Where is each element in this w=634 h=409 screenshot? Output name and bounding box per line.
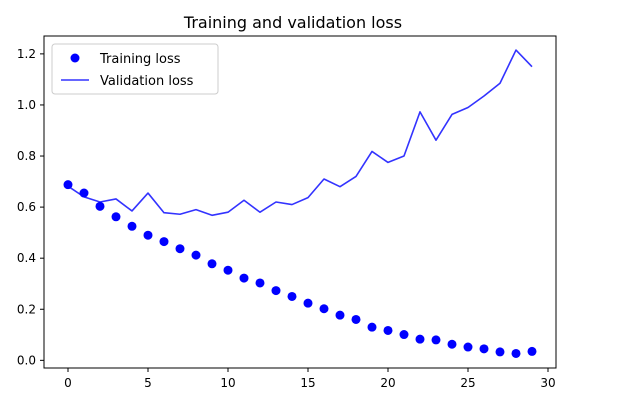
y-axis: 0.0 0.2 0.4 0.6 0.8 1.0 1.2 bbox=[17, 47, 44, 367]
validation-loss-line bbox=[67, 49, 533, 217]
x-axis: 0 5 10 15 20 25 30 bbox=[64, 368, 556, 390]
y-tick-label: 1.2 bbox=[17, 47, 36, 61]
series-layer bbox=[63, 49, 537, 358]
axes-frame bbox=[43, 35, 557, 369]
training-loss-point bbox=[383, 325, 393, 335]
x-tick-label: 15 bbox=[300, 376, 315, 390]
training-loss-point bbox=[127, 221, 137, 231]
training-loss-point bbox=[495, 347, 505, 357]
legend-label-training-loss: Training loss bbox=[99, 52, 181, 67]
training-loss-point bbox=[271, 286, 281, 296]
legend-marker-training-loss bbox=[70, 53, 80, 63]
training-loss-point bbox=[79, 188, 89, 198]
training-loss-point bbox=[95, 201, 105, 211]
legend-label-validation-loss: Validation loss bbox=[100, 74, 194, 89]
x-tick-label: 5 bbox=[144, 376, 152, 390]
training-loss-point bbox=[239, 273, 249, 283]
training-loss-point bbox=[223, 265, 233, 275]
training-loss-point bbox=[399, 330, 409, 340]
training-loss-point bbox=[191, 250, 201, 260]
training-loss-point bbox=[175, 244, 185, 254]
training-loss-point bbox=[527, 346, 537, 356]
x-tick-label: 30 bbox=[540, 376, 555, 390]
training-loss-point bbox=[303, 298, 313, 308]
chart-title: Training and validation loss bbox=[183, 13, 402, 32]
y-tick-label: 1.0 bbox=[17, 98, 36, 112]
legend-box bbox=[51, 43, 219, 95]
training-loss-point bbox=[511, 348, 521, 358]
y-tick-label: 0.2 bbox=[17, 302, 36, 316]
training-loss-point bbox=[207, 259, 217, 269]
training-loss-point bbox=[463, 342, 473, 352]
x-tick-label: 10 bbox=[220, 376, 235, 390]
training-loss-point bbox=[287, 291, 297, 301]
training-loss-point bbox=[431, 335, 441, 345]
training-loss-point bbox=[367, 322, 377, 332]
training-loss-point bbox=[159, 237, 169, 247]
y-tick-label: 0.0 bbox=[17, 353, 36, 367]
training-loss-point bbox=[319, 304, 329, 314]
legend: Training loss Validation loss bbox=[51, 43, 219, 95]
training-loss-point bbox=[479, 344, 489, 354]
training-loss-point bbox=[447, 339, 457, 349]
training-loss-point bbox=[351, 314, 361, 324]
training-loss-point bbox=[415, 334, 425, 344]
training-loss-point bbox=[335, 310, 345, 320]
x-tick-label: 0 bbox=[64, 376, 72, 390]
y-tick-label: 0.4 bbox=[17, 251, 36, 265]
training-loss-point bbox=[255, 278, 265, 288]
y-tick-label: 0.8 bbox=[17, 149, 36, 163]
x-tick-label: 25 bbox=[460, 376, 475, 390]
x-tick-label: 20 bbox=[380, 376, 395, 390]
plot-area: 0 5 10 15 20 25 30 0.0 0.2 0.4 0.6 0.8 1.0 1.2 bbox=[17, 35, 557, 390]
training-loss-point bbox=[63, 180, 73, 190]
training-loss-point bbox=[143, 230, 153, 240]
y-tick-label: 0.6 bbox=[17, 200, 36, 214]
training-loss-point bbox=[111, 212, 121, 222]
